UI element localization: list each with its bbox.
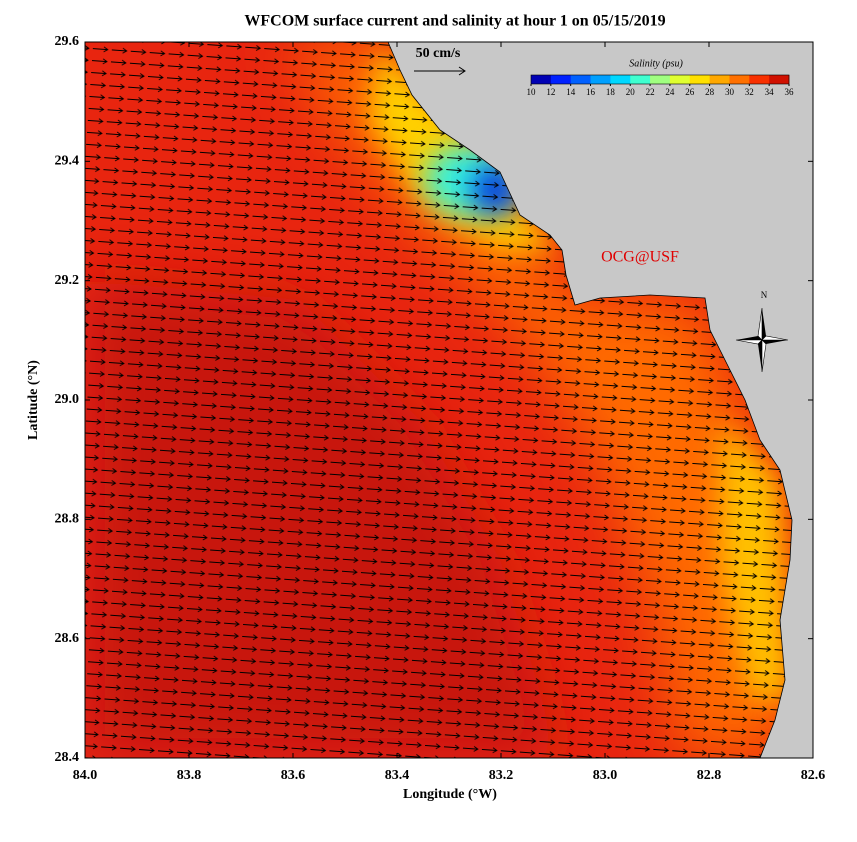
colorbar-segment xyxy=(630,75,651,84)
x-tick-label: 83.4 xyxy=(385,768,410,783)
x-tick-label: 84.0 xyxy=(73,768,98,783)
colorbar-tick-label: 32 xyxy=(745,87,754,97)
colorbar-tick-label: 28 xyxy=(705,87,715,97)
map-title: WFCOM surface current and salinity at ho… xyxy=(244,13,665,30)
colorbar-segment xyxy=(729,75,750,84)
salinity-field xyxy=(85,42,813,758)
colorbar-tick-label: 36 xyxy=(785,87,795,97)
colorbar-segment xyxy=(669,75,691,84)
colorbar-segment xyxy=(650,75,671,84)
colorbar: Salinity (psu) 10 12 14 16 18 20 22 24 26 28 30 32 3… xyxy=(527,58,795,97)
colorbar-segment xyxy=(531,75,552,84)
y-axis-label: Latitude (°N) xyxy=(26,360,41,440)
colorbar-segment xyxy=(769,75,790,84)
north-label: N xyxy=(761,290,768,300)
credit: OCG@USF xyxy=(601,249,679,266)
colorbar-segment xyxy=(749,75,770,84)
colorbar-tick-label: 30 xyxy=(725,87,735,97)
compass: N xyxy=(735,290,789,373)
x-tick-label: 82.8 xyxy=(697,768,722,783)
x-tick-label: 83.8 xyxy=(177,768,202,783)
x-tick-label: 82.6 xyxy=(801,768,826,783)
y-tick-label: 29.6 xyxy=(55,34,80,49)
colorbar-tick-label: 12 xyxy=(546,87,555,97)
colorbar-tick-label: 34 xyxy=(765,87,775,97)
colorbar-frame xyxy=(530,74,790,85)
land xyxy=(387,42,813,758)
scale-label: 50 cm/s xyxy=(416,46,461,61)
colorbar-segment xyxy=(709,75,730,84)
y-tick-label: 29.0 xyxy=(55,392,80,407)
y-tick-label: 28.8 xyxy=(55,512,80,527)
colorbar-tick-label: 26 xyxy=(685,87,695,97)
x-axis-label: Longitude (°W) xyxy=(403,787,497,802)
colorbar-segment xyxy=(550,75,571,84)
colorbar-segment xyxy=(590,75,611,84)
colorbar-tick-label: 18 xyxy=(606,87,616,97)
y-tick-label: 29.2 xyxy=(55,273,80,288)
colorbar-tick-label: 14 xyxy=(566,87,576,97)
colorbar-tick-label: 20 xyxy=(626,87,636,97)
colorbar-segment xyxy=(610,75,631,84)
colorbar-segment xyxy=(570,75,591,84)
x-tick-label: 83.6 xyxy=(281,768,306,783)
y-tick-label: 28.4 xyxy=(55,750,80,765)
colorbar-label: Salinity (psu) xyxy=(629,58,683,69)
scale-arrow: 50 cm/s xyxy=(414,46,466,76)
x-tick-label: 83.0 xyxy=(593,768,618,783)
y-tick-label: 29.4 xyxy=(55,154,80,169)
y-tick-label: 28.6 xyxy=(55,631,80,646)
colorbar-segment xyxy=(689,75,710,84)
colorbar-tick-label: 16 xyxy=(586,87,596,97)
colorbar-tick-label: 24 xyxy=(665,87,675,97)
colorbar-tick-label: 22 xyxy=(646,87,655,97)
colorbar-tick-label: 10 xyxy=(527,87,537,97)
x-tick-label: 83.2 xyxy=(489,768,514,783)
